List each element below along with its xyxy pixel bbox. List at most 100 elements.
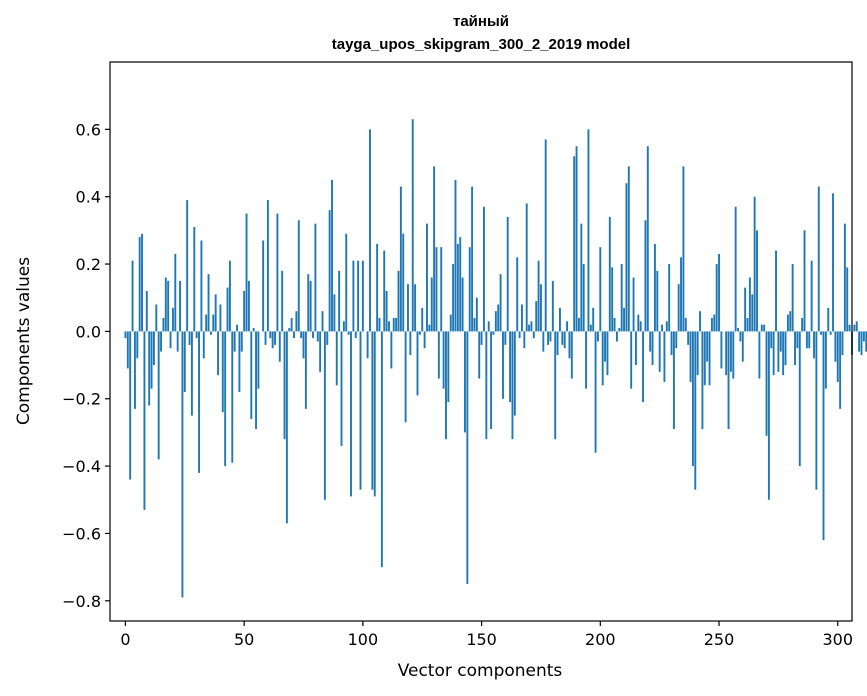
bar-173 — [535, 301, 538, 332]
bar-225 — [658, 331, 661, 372]
bar-227 — [663, 331, 666, 382]
bar-208 — [618, 328, 621, 332]
bar-55 — [255, 331, 257, 430]
bar-213 — [630, 331, 633, 389]
bar-142 — [461, 277, 464, 332]
bar-311 — [862, 331, 865, 342]
bar-109 — [383, 250, 386, 332]
bar-39 — [217, 331, 219, 376]
bar-114 — [395, 317, 398, 332]
bar-250 — [718, 253, 720, 332]
bar-116 — [399, 186, 402, 332]
bar-296 — [827, 307, 830, 332]
bar-121 — [411, 119, 414, 332]
bar-50 — [243, 290, 246, 332]
bar-176 — [542, 331, 545, 352]
bar-212 — [627, 166, 630, 332]
bar-89 — [335, 331, 338, 386]
bar-188 — [570, 331, 573, 379]
bar-2 — [129, 331, 132, 480]
bar-284 — [798, 331, 801, 467]
bar-228 — [665, 321, 668, 332]
bar-285 — [801, 317, 804, 332]
bar-200 — [599, 247, 602, 332]
bar-159 — [502, 331, 504, 399]
bar-26 — [186, 200, 189, 332]
bar-178 — [547, 331, 550, 345]
bar-86 — [328, 210, 331, 332]
bar-191 — [577, 317, 580, 332]
bar-1 — [126, 331, 129, 369]
bar-283 — [796, 331, 799, 349]
bar-139 — [454, 179, 457, 332]
bar-67 — [283, 331, 286, 440]
bar-229 — [668, 264, 671, 332]
bar-154 — [490, 331, 493, 430]
bar-164 — [513, 331, 516, 416]
bar-310 — [860, 331, 863, 355]
bar-203 — [606, 331, 609, 376]
bar-186 — [566, 321, 569, 332]
y-tick-label: 0.6 — [76, 120, 101, 139]
bar-266 — [756, 230, 758, 332]
bar-301 — [839, 331, 842, 409]
bar-197 — [592, 307, 595, 332]
bar-82 — [319, 331, 322, 372]
bar-265 — [753, 196, 756, 332]
bar-273 — [772, 331, 775, 376]
bar-226 — [661, 324, 663, 332]
bar-300 — [836, 331, 839, 382]
bar-214 — [632, 277, 635, 332]
bar-288 — [808, 331, 811, 349]
bar-44 — [228, 260, 231, 332]
bar-256 — [732, 331, 735, 379]
bar-92 — [342, 321, 345, 332]
bar-141 — [459, 237, 462, 332]
bar-151 — [483, 206, 485, 332]
bar-211 — [625, 183, 628, 332]
bar-108 — [380, 331, 383, 568]
bar-274 — [775, 250, 777, 332]
y-tick-label: 0.4 — [76, 188, 101, 207]
bar-147 — [473, 317, 476, 332]
bar-194 — [585, 331, 588, 389]
bar-146 — [471, 186, 474, 332]
bar-180 — [551, 280, 554, 332]
bar-60 — [266, 200, 269, 332]
bar-97 — [354, 331, 357, 339]
bar-150 — [480, 331, 483, 345]
bar-35 — [207, 274, 210, 332]
bar-255 — [729, 331, 732, 372]
bar-257 — [734, 206, 737, 332]
bar-192 — [580, 223, 583, 332]
bar-251 — [720, 331, 723, 369]
bar-78 — [309, 280, 312, 332]
bar-232 — [675, 331, 678, 349]
bar-184 — [561, 331, 564, 345]
bar-207 — [615, 331, 618, 342]
bar-209 — [620, 264, 623, 332]
bar-11 — [150, 331, 153, 389]
bar-127 — [426, 223, 428, 332]
bar-3 — [131, 260, 134, 332]
x-axis-label: Vector components — [398, 661, 563, 681]
bar-272 — [770, 331, 773, 349]
bar-206 — [613, 317, 616, 332]
bar-177 — [544, 139, 547, 332]
bar-264 — [751, 294, 754, 332]
bar-205 — [611, 267, 614, 332]
bar-104 — [371, 331, 374, 490]
bar-224 — [656, 270, 659, 332]
bar-40 — [219, 304, 222, 332]
bar-269 — [763, 324, 766, 332]
bar-204 — [608, 216, 611, 332]
bar-48 — [238, 331, 241, 393]
y-tick-label: 0.0 — [76, 322, 101, 341]
bar-124 — [418, 331, 421, 335]
bar-239 — [691, 331, 694, 467]
bar-294 — [822, 331, 825, 541]
bar-75 — [302, 331, 305, 359]
bar-140 — [456, 243, 459, 332]
bar-105 — [373, 331, 376, 497]
